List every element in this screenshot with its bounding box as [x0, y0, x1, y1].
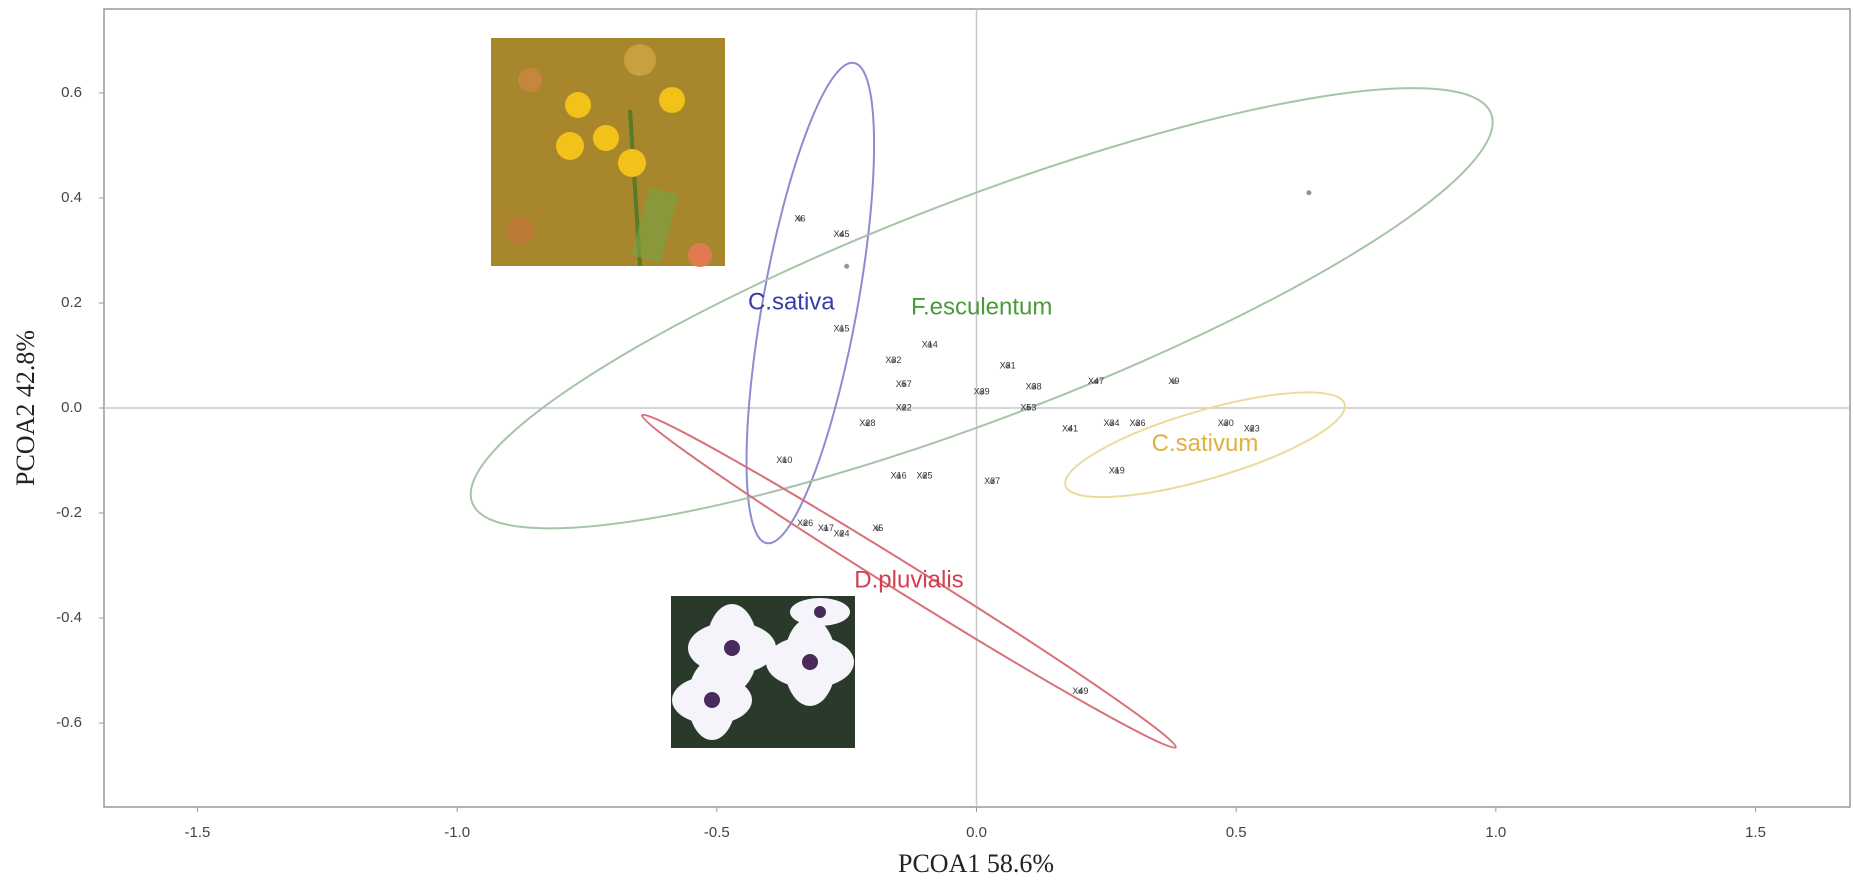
group-label: C.sativum [1152, 430, 1259, 457]
point-label: X10 [776, 455, 792, 465]
point-label: X5 [872, 523, 883, 533]
point-label: X34 [1104, 418, 1120, 428]
point-label: X45 [833, 229, 849, 239]
point-label: X32 [885, 355, 901, 365]
x-tick-label: -0.5 [704, 824, 730, 841]
point-label: X31 [1000, 360, 1016, 370]
x-tick-label: -1.0 [444, 824, 470, 841]
plot-layer: -1.5 -1.0 -0.5 0.0 0.5 1.0 1.5 -0.6 -0.4 -0.2 0.0 0… [56, 9, 1849, 841]
y-tick-label: -0.2 [56, 504, 82, 521]
x-tick-label: 0.5 [1226, 824, 1247, 841]
y-tick-label: 0.6 [61, 84, 82, 101]
group-label: C.sativa [748, 288, 835, 315]
point-label: X9 [1168, 376, 1179, 386]
x-tick-label: 1.5 [1745, 824, 1766, 841]
x-axis-title: PCOA1 58.6% [898, 849, 1054, 878]
y-axis-title: PCOA2 42.8% [11, 330, 40, 486]
photo-daisy [671, 596, 855, 748]
y-tick-label: -0.4 [56, 609, 82, 626]
point [844, 264, 849, 269]
point-label: X37 [984, 476, 1000, 486]
point-label: X25 [917, 471, 933, 481]
point-label: X57 [896, 379, 912, 389]
y-tick-label: 0.0 [61, 399, 82, 416]
group-label: F.esculentum [911, 294, 1052, 321]
point-label: X26 [797, 518, 813, 528]
x-tick-label: -1.5 [185, 824, 211, 841]
point-label: X30 [1218, 418, 1234, 428]
x-tick-label: 0.0 [966, 824, 987, 841]
point-label: X53 [1020, 402, 1036, 412]
point-label: X19 [1109, 465, 1125, 475]
point-label: X47 [1088, 376, 1104, 386]
point-label: X14 [922, 339, 938, 349]
point-label: X15 [833, 324, 849, 334]
point-label: X39 [974, 387, 990, 397]
group-label: D.pluvialis [854, 567, 963, 594]
point-label: X28 [859, 418, 875, 428]
x-tick-label: 1.0 [1485, 824, 1506, 841]
y-tick-label: 0.4 [61, 189, 82, 206]
photo-camelina [491, 38, 725, 267]
point-label: X38 [1026, 381, 1042, 391]
chart: PCOA1 58.6% PCOA2 42.8% -1.5 -1.0 -0.5 0.0 0… [0, 0, 1853, 883]
point-label: X6 [794, 213, 805, 223]
y-tick-label: -0.6 [56, 714, 82, 731]
point-label: X16 [891, 471, 907, 481]
point-label: X49 [1072, 686, 1088, 696]
point-label: X36 [1129, 418, 1145, 428]
point-label: X22 [896, 402, 912, 412]
point-label: X17 [818, 523, 834, 533]
point-label: X41 [1062, 423, 1078, 433]
point-label: X24 [833, 528, 849, 538]
point [1306, 190, 1311, 195]
y-tick-label: 0.2 [61, 294, 82, 311]
